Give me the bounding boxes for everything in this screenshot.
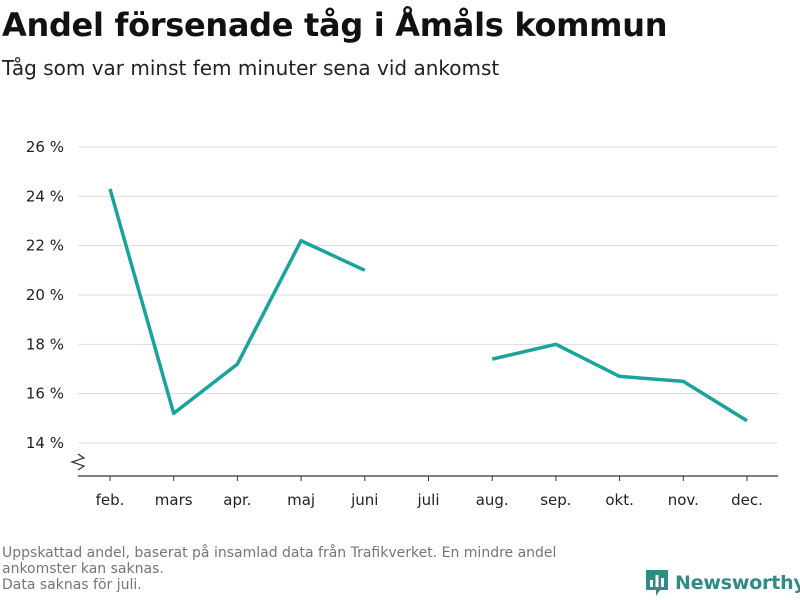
x-tick-label: maj [287,491,315,509]
y-axis-ticks: 14 % 16 % 18 % 20 % 22 % 24 % 26 % [26,138,64,452]
brand-name: Newsworthy [675,572,800,594]
line-chart: 14 % 16 % 18 % 20 % 22 % 24 % 26 % feb. mars apr… [26,138,778,509]
x-tick-label: dec. [731,491,763,509]
x-tick-label: nov. [668,491,699,509]
x-tick-label: mars [155,491,193,509]
footnote-line: ankomster kan saknas. [2,561,164,577]
footnote-line: Data saknas för juli. [2,577,142,593]
x-tick-label: apr. [223,491,251,509]
y-tick-label: 20 % [26,286,64,304]
footnote-line: Uppskattad andel, baserat på insamlad da… [2,545,557,561]
series-line [491,342,748,423]
y-tick-label: 24 % [26,187,64,205]
newsworthy-icon [646,570,668,596]
grid-lines [78,146,778,444]
series-line [108,188,366,416]
y-tick-label: 22 % [26,237,64,255]
x-tick-label: juli [416,491,439,509]
chart-title: Andel försenade tåg i Åmåls kommun [2,6,668,44]
x-tick-label: okt. [605,491,634,509]
x-tick-label: feb. [96,491,125,509]
x-tick-label: juni [350,491,378,509]
brand-logo: Newsworthy [645,569,800,597]
y-tick-label: 26 % [26,138,64,156]
footnote: Uppskattad andel, baserat på insamlad da… [2,545,642,593]
x-tick-label: sep. [540,491,571,509]
y-tick-label: 14 % [26,434,64,452]
axis-break-icon [70,453,86,471]
x-tick-label: aug. [476,491,509,509]
chart-subtitle: Tåg som var minst fem minuter sena vid a… [2,56,500,80]
y-tick-label: 18 % [26,335,64,353]
series-lines [108,188,748,423]
y-tick-label: 16 % [26,385,64,403]
x-axis [70,453,778,477]
x-axis-ticks: feb. mars apr. maj juni juli aug. sep. okt. nov. d… [96,476,763,509]
